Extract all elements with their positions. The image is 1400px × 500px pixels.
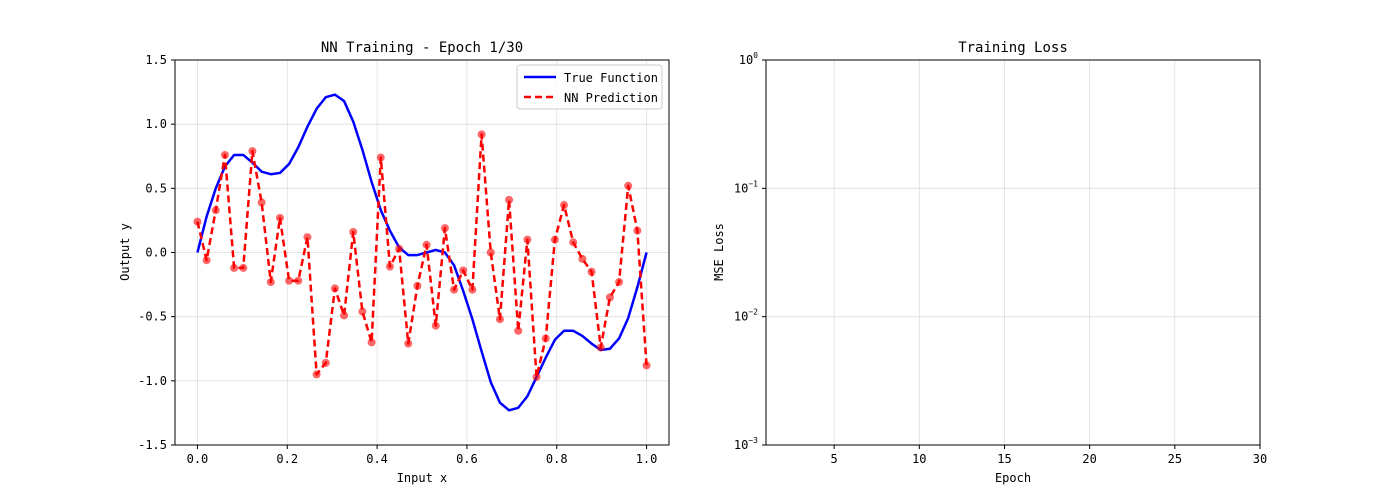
- x-tick-label: 0.4: [366, 452, 388, 466]
- nn-prediction-point: [266, 278, 275, 287]
- nn-prediction-point: [633, 226, 642, 235]
- nn-prediction-point: [376, 153, 385, 162]
- x-tick-label: 25: [1168, 452, 1182, 466]
- legend: True Function NN Prediction: [516, 64, 663, 110]
- nn-prediction-point: [422, 240, 431, 249]
- y-tick-label: -1.5: [138, 438, 167, 452]
- prediction-chart-title: NN Training - Epoch 1/30: [321, 40, 523, 56]
- x-tick-label: 30: [1253, 452, 1267, 466]
- nn-prediction-point: [587, 267, 596, 276]
- prediction-chart-ticks: 0.0 0.2 0.4 0.6 0.8 1.0 -1.5 -1.0 -0.5 0.0 0.5 1.0 1…: [138, 53, 657, 466]
- prediction-chart: 0.0 0.2 0.4 0.6 0.8 1.0 -1.5 -1.0 -0.5 0.0 0.5 1.0 1…: [118, 40, 670, 485]
- y-tick-label: 1.0: [145, 117, 167, 131]
- x-tick-label: 0.2: [276, 452, 298, 466]
- nn-prediction-point: [459, 266, 468, 275]
- prediction-chart-xlabel: Input x: [397, 471, 448, 485]
- nn-prediction-point: [230, 263, 239, 272]
- y-tick-label: 0.0: [145, 246, 167, 260]
- x-tick-label: 5: [831, 452, 838, 466]
- nn-prediction-point: [413, 281, 422, 290]
- nn-prediction-point: [468, 285, 477, 294]
- nn-prediction-point: [541, 334, 550, 343]
- nn-prediction-point: [596, 343, 605, 352]
- loss-chart-title: Training Loss: [958, 40, 1068, 56]
- nn-prediction-point: [395, 244, 404, 253]
- nn-prediction-point: [495, 315, 504, 324]
- nn-prediction-point: [193, 217, 202, 226]
- nn-prediction-point: [385, 262, 394, 271]
- nn-prediction-point: [450, 285, 459, 294]
- x-tick-label: 0.6: [456, 452, 478, 466]
- nn-prediction-point: [312, 370, 321, 379]
- x-tick-label: 10: [912, 452, 926, 466]
- x-tick-label: 20: [1082, 452, 1096, 466]
- nn-prediction-point: [330, 284, 339, 293]
- y-tick-label: 0.5: [145, 181, 167, 195]
- nn-prediction-point: [642, 361, 651, 370]
- y-tick-label: -1.0: [138, 374, 167, 388]
- nn-prediction-point: [220, 150, 229, 159]
- prediction-chart-series: [193, 93, 651, 412]
- y-tick-label: -0.5: [138, 310, 167, 324]
- nn-prediction-point: [532, 372, 541, 381]
- nn-prediction-point: [578, 254, 587, 263]
- loss-chart-xlabel: Epoch: [995, 471, 1031, 485]
- legend-nn-prediction-label: NN Prediction: [564, 91, 658, 105]
- nn-prediction-point: [275, 213, 284, 222]
- nn-prediction-point: [303, 233, 312, 242]
- nn-prediction-point: [605, 293, 614, 302]
- nn-prediction-point: [404, 339, 413, 348]
- loss-chart-ticks: 5 10 15 20 25 30 100 10−1 10−2 10−3: [734, 51, 1267, 466]
- nn-prediction-point: [431, 321, 440, 330]
- nn-prediction-point: [569, 238, 578, 247]
- loss-chart: 5 10 15 20 25 30 100 10−1 10−2 10−3 Training Loss…: [712, 40, 1267, 485]
- nn-prediction-point: [211, 206, 220, 215]
- nn-prediction-point: [624, 181, 633, 190]
- nn-prediction-point: [239, 263, 248, 272]
- y-tick-label: 100: [739, 51, 758, 67]
- nn-prediction-point: [477, 130, 486, 139]
- nn-prediction-point: [321, 358, 330, 367]
- x-tick-label: 0.8: [546, 452, 568, 466]
- x-tick-label: 0.0: [187, 452, 209, 466]
- nn-prediction-point: [358, 307, 367, 316]
- nn-prediction-point: [367, 338, 376, 347]
- loss-chart-ylabel: MSE Loss: [712, 223, 726, 281]
- nn-prediction-point: [615, 278, 624, 287]
- nn-prediction-line: [196, 133, 648, 379]
- loss-chart-frame: [765, 59, 1261, 446]
- legend-true-function-label: True Function: [564, 71, 658, 85]
- nn-prediction-point: [440, 224, 449, 233]
- x-tick-label: 1.0: [636, 452, 658, 466]
- nn-prediction-point: [294, 276, 303, 285]
- y-tick-label: 10−3: [734, 436, 758, 452]
- nn-prediction-point: [560, 201, 569, 210]
- nn-prediction-point: [285, 276, 294, 285]
- nn-prediction-point: [349, 227, 358, 236]
- true-function-line: [196, 93, 648, 412]
- nn-prediction-point: [248, 147, 257, 156]
- y-tick-label: 10−1: [734, 179, 758, 195]
- prediction-chart-ylabel: Output y: [118, 223, 132, 281]
- nn-prediction-point: [505, 195, 514, 204]
- nn-prediction-point: [523, 235, 532, 244]
- nn-prediction-point: [550, 235, 559, 244]
- nn-prediction-point: [257, 198, 266, 207]
- nn-prediction-point: [340, 311, 349, 320]
- nn-prediction-point: [202, 256, 211, 265]
- y-tick-label: 1.5: [145, 53, 167, 67]
- x-tick-label: 15: [997, 452, 1011, 466]
- nn-prediction-point: [486, 248, 495, 257]
- y-tick-label: 10−2: [734, 308, 758, 324]
- nn-prediction-point: [514, 326, 523, 335]
